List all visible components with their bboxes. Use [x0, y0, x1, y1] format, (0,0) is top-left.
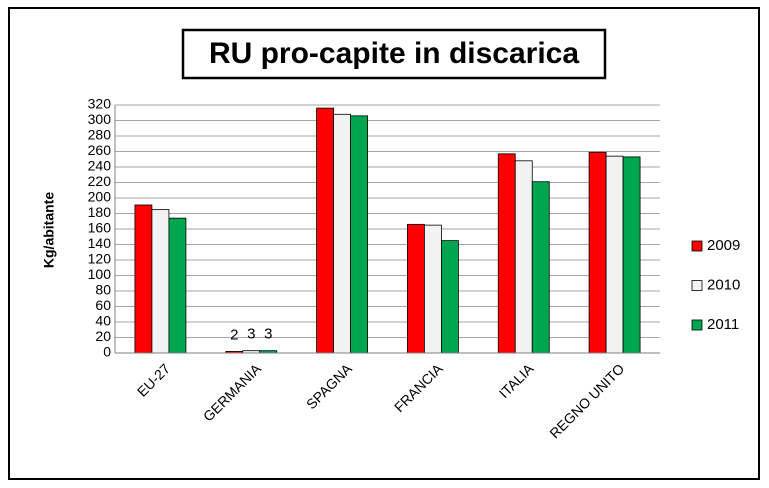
y-tick-label: 160: [88, 220, 112, 236]
bar: [622, 156, 641, 354]
bar: [333, 113, 351, 354]
y-axis-label: Kg/abitante: [41, 192, 57, 268]
data-label: 3: [264, 326, 272, 343]
bar: [407, 223, 425, 354]
y-tick-label: 320: [88, 96, 112, 112]
chart-title: RU pro-capite in discarica: [209, 37, 579, 70]
legend-swatch: [691, 280, 703, 291]
y-tick-label: 180: [88, 204, 112, 220]
y-tick-label: 20: [95, 328, 111, 344]
y-tick-label: 260: [88, 142, 112, 158]
title-box: [181, 28, 607, 80]
bar: [151, 209, 170, 354]
y-tick-label: 60: [95, 297, 111, 313]
bar: [497, 153, 516, 354]
y-tick-label: 100: [88, 266, 112, 282]
y-tick-label: 40: [95, 313, 111, 329]
legend-label: 2011: [707, 316, 739, 333]
bar: [316, 107, 334, 354]
bar: [441, 240, 459, 354]
bar: [531, 181, 550, 354]
y-tick-label: 200: [88, 189, 112, 205]
data-label: 2: [230, 326, 238, 343]
y-tick-label: 300: [88, 111, 112, 127]
bar: [424, 224, 442, 354]
y-tick-label: 120: [88, 251, 112, 267]
y-tick-label: 280: [88, 127, 112, 143]
bar: [350, 115, 368, 354]
bar: [605, 155, 624, 354]
bar: [168, 217, 187, 354]
legend-swatch: [691, 319, 703, 331]
legend-label: 2010: [707, 276, 740, 293]
legend-swatch: [691, 240, 703, 252]
bar: [514, 160, 533, 354]
y-tick-label: 80: [95, 282, 111, 298]
data-label: 3: [247, 326, 255, 343]
y-tick-label: 0: [103, 344, 111, 360]
y-tick-label: 140: [88, 235, 112, 251]
legend-label: 2009: [707, 237, 740, 254]
bar: [588, 151, 607, 354]
y-tick-label: 240: [88, 158, 112, 174]
y-tick-label: 220: [88, 173, 112, 189]
bar: [134, 204, 153, 354]
